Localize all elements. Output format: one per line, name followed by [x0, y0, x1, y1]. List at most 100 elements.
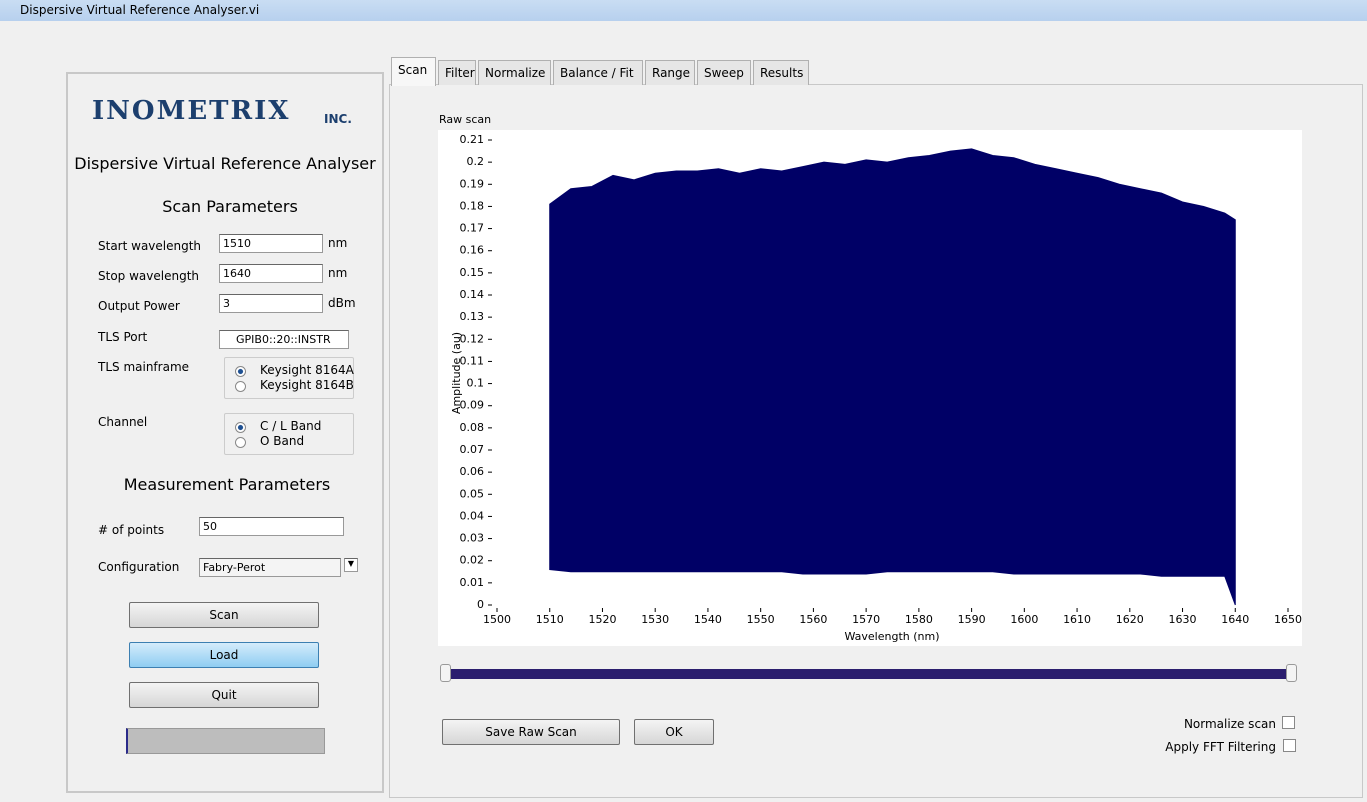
- x-axis-label: Wavelength (nm): [844, 630, 939, 643]
- button[interactable]: Save Raw Scan: [442, 719, 620, 745]
- field-label: Configuration: [98, 560, 180, 574]
- x-tick-label: 1560: [799, 613, 827, 626]
- field-label: TLS Port: [98, 330, 148, 344]
- progress-bar: [126, 728, 325, 754]
- range-slider[interactable]: [442, 669, 1296, 679]
- x-tick-label: 1650: [1274, 613, 1302, 626]
- y-tick-label: 0.06: [460, 465, 485, 478]
- x-tick-label: 1640: [1221, 613, 1249, 626]
- x-tick-label: 1630: [1169, 613, 1197, 626]
- button[interactable]: Load: [129, 642, 319, 668]
- radio-button[interactable]: [235, 422, 246, 433]
- y-tick-label: 0.13: [460, 310, 485, 323]
- chart: Raw scan Wavelength (nm) Amplitude (au) …: [438, 113, 1302, 646]
- y-tick-label: 0.19: [460, 177, 485, 190]
- x-tick-label: 1510: [536, 613, 564, 626]
- x-tick-label: 1500: [483, 613, 511, 626]
- text-input[interactable]: 1510: [219, 234, 323, 253]
- x-tick-label: 1520: [588, 613, 616, 626]
- y-axis-label: Amplitude (au): [450, 332, 463, 414]
- x-tick-label: 1590: [958, 613, 986, 626]
- radio-button[interactable]: [235, 437, 246, 448]
- radio-label: O Band: [260, 434, 305, 448]
- text-input[interactable]: 3: [219, 294, 323, 313]
- x-tick-label: 1550: [747, 613, 775, 626]
- x-tick-label: 1540: [694, 613, 722, 626]
- tab[interactable]: Sweep: [697, 60, 751, 85]
- dropdown[interactable]: GPIB0::20::INSTR: [219, 330, 349, 349]
- y-tick-label: 0.16: [460, 244, 485, 257]
- y-tick-label: 0.01: [460, 576, 485, 589]
- tab[interactable]: Results: [753, 60, 809, 85]
- x-tick-label: 1620: [1116, 613, 1144, 626]
- y-tick-label: 0.14: [460, 288, 485, 301]
- text-input[interactable]: 1640: [219, 264, 323, 283]
- app-title: Dispersive Virtual Reference Analyser: [74, 154, 376, 173]
- dropdown-arrow[interactable]: ▼: [344, 558, 358, 572]
- y-tick-label: 0.11: [460, 354, 485, 367]
- tab[interactable]: Filter: [438, 60, 476, 85]
- checkbox-label: Normalize scan: [1183, 717, 1276, 731]
- chart-title: Raw scan: [439, 113, 491, 126]
- x-tick-label: 1570: [852, 613, 880, 626]
- slider-handle[interactable]: [440, 664, 451, 682]
- x-tick-label: 1610: [1063, 613, 1091, 626]
- radio-group: [224, 413, 354, 455]
- tab[interactable]: Range: [645, 60, 695, 85]
- field-label: Start wavelength: [98, 239, 202, 253]
- y-tick-label: 0.17: [460, 222, 485, 235]
- button[interactable]: Quit: [129, 682, 319, 708]
- y-tick-label: 0.2: [467, 155, 485, 168]
- y-tick-label: 0.18: [460, 199, 485, 212]
- y-tick-label: 0.04: [460, 509, 485, 522]
- radio-label: C / L Band: [260, 419, 322, 433]
- radio-button[interactable]: [235, 381, 246, 392]
- checkbox[interactable]: [1282, 716, 1295, 729]
- y-tick-label: 0.02: [460, 554, 485, 567]
- radio-button[interactable]: [235, 366, 246, 377]
- checkbox[interactable]: [1283, 739, 1296, 752]
- y-tick-label: 0: [477, 598, 484, 611]
- left-panel: INOMETRIX INC. Dispersive Virtual Refere…: [66, 72, 384, 793]
- radio-label: Keysight 8164A: [260, 363, 354, 377]
- dropdown[interactable]: Fabry-Perot: [199, 558, 341, 577]
- unit-label: nm: [328, 266, 348, 280]
- y-tick-label: 0.05: [460, 487, 485, 500]
- field-label: # of points: [98, 523, 165, 537]
- unit-label: dBm: [328, 296, 356, 310]
- tab[interactable]: Scan: [391, 57, 436, 86]
- button[interactable]: OK: [634, 719, 714, 745]
- field-label: Output Power: [98, 299, 180, 313]
- y-tick-label: 0.08: [460, 421, 485, 434]
- radio-group: [224, 357, 354, 399]
- window-title: Dispersive Virtual Reference Analyser.vi: [20, 3, 260, 17]
- logo: INOMETRIX: [92, 96, 291, 126]
- y-tick-label: 0.21: [460, 133, 485, 146]
- tab[interactable]: Normalize: [478, 60, 551, 85]
- field-label: TLS mainframe: [98, 360, 190, 374]
- y-tick-label: 0.1: [467, 377, 485, 390]
- x-tick-label: 1600: [1010, 613, 1038, 626]
- button[interactable]: Scan: [129, 602, 319, 628]
- logo-suffix: INC.: [324, 112, 352, 126]
- section-heading: Measurement Parameters: [123, 475, 331, 494]
- text-input[interactable]: 50: [199, 517, 344, 536]
- field-label: Stop wavelength: [98, 269, 199, 283]
- y-tick-label: 0.15: [460, 266, 485, 279]
- tab[interactable]: Balance / Fit: [553, 60, 643, 85]
- radio-label: Keysight 8164B: [260, 378, 354, 392]
- y-tick-label: 0.09: [460, 399, 485, 412]
- unit-label: nm: [328, 236, 348, 250]
- section-heading: Scan Parameters: [162, 197, 298, 216]
- spectrum-area: [549, 148, 1236, 606]
- y-tick-label: 0.07: [460, 443, 485, 456]
- x-tick-label: 1580: [905, 613, 933, 626]
- y-tick-label: 0.03: [460, 532, 485, 545]
- x-tick-label: 1530: [641, 613, 669, 626]
- title-bar: Dispersive Virtual Reference Analyser.vi: [0, 0, 1367, 21]
- checkbox-label: Apply FFT Filtering: [1165, 740, 1276, 754]
- slider-handle[interactable]: [1286, 664, 1297, 682]
- field-label: Channel: [98, 415, 148, 429]
- y-tick-label: 0.12: [460, 332, 485, 345]
